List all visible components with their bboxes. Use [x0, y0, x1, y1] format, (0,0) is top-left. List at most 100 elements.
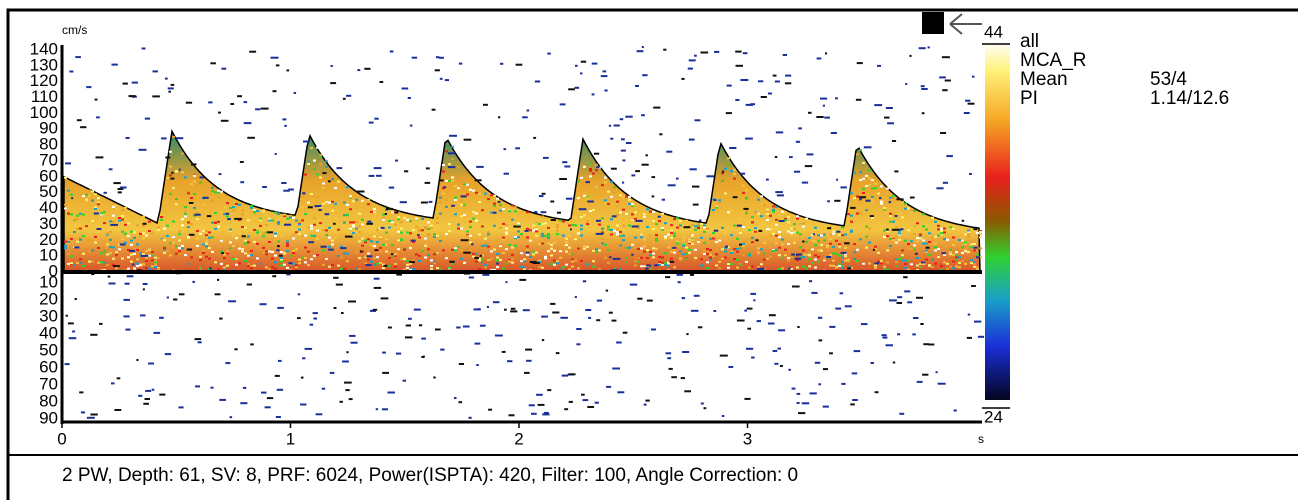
speckle	[205, 255, 208, 258]
speckle	[307, 264, 310, 266]
speckle	[670, 257, 673, 260]
speckle	[319, 222, 322, 225]
noise	[322, 172, 327, 175]
speckle	[325, 234, 328, 237]
noise	[522, 116, 528, 119]
speckle	[502, 251, 505, 254]
speckle	[382, 216, 385, 219]
speckle	[799, 227, 802, 229]
speckle	[436, 217, 439, 220]
noise	[388, 186, 395, 189]
speckle	[286, 266, 289, 269]
noise	[159, 393, 166, 396]
noise	[243, 122, 252, 125]
speckle	[565, 237, 568, 240]
noise	[300, 376, 304, 379]
speckle	[265, 231, 268, 234]
noise	[125, 328, 131, 331]
speckle	[343, 221, 346, 224]
marker-icon[interactable]	[922, 12, 944, 34]
noise	[75, 56, 81, 59]
speckle	[376, 262, 379, 265]
noise	[907, 301, 913, 304]
info-label: Mean	[1020, 69, 1068, 90]
speckle	[70, 193, 73, 196]
speckle	[538, 223, 541, 225]
noise	[276, 388, 284, 391]
noise	[293, 92, 297, 94]
speckle	[214, 227, 217, 230]
noise	[899, 412, 905, 415]
speckle	[895, 258, 898, 261]
noise	[482, 273, 490, 276]
noise	[195, 385, 200, 388]
noise	[745, 103, 753, 106]
speckle	[457, 245, 460, 248]
speckle	[541, 215, 544, 218]
speckle	[934, 220, 937, 223]
speckle	[232, 245, 235, 248]
noise	[240, 402, 248, 405]
speckle	[355, 198, 358, 201]
speckle	[895, 261, 898, 264]
speckle	[106, 232, 109, 235]
noise	[751, 356, 755, 359]
noise	[595, 232, 604, 235]
noise	[568, 88, 575, 91]
speckle	[760, 245, 763, 248]
speckle	[787, 257, 790, 259]
speckle	[529, 229, 532, 232]
speckle	[343, 252, 346, 255]
speckle	[115, 204, 118, 207]
speckle	[790, 231, 793, 234]
noise	[214, 293, 221, 296]
speckle	[694, 248, 697, 251]
noise	[284, 124, 287, 127]
noise	[896, 302, 902, 304]
speckle	[226, 241, 229, 244]
noise	[494, 334, 503, 337]
noise	[888, 201, 892, 204]
speckle	[589, 169, 592, 172]
speckle	[481, 209, 484, 212]
speckle	[523, 237, 526, 240]
speckle	[283, 215, 286, 217]
speckle	[871, 216, 874, 219]
noise	[646, 264, 652, 267]
noise	[346, 351, 349, 354]
speckle	[337, 264, 340, 267]
noise	[536, 393, 543, 396]
speckle	[742, 245, 745, 248]
noise	[320, 245, 327, 248]
speckle	[205, 234, 208, 237]
speckle	[472, 217, 475, 220]
noise	[753, 299, 756, 302]
speckle	[409, 247, 412, 250]
speckle	[160, 239, 163, 242]
speckle	[325, 201, 328, 204]
noise	[973, 246, 978, 249]
speckle	[172, 187, 175, 190]
speckle	[232, 258, 235, 261]
noise	[72, 330, 76, 333]
noise	[785, 74, 792, 77]
speckle	[427, 228, 430, 231]
noise	[559, 178, 567, 180]
arrow-icon[interactable]	[949, 13, 982, 35]
noise	[665, 276, 671, 279]
speckle	[880, 262, 883, 265]
noise	[889, 299, 897, 302]
noise	[921, 261, 925, 264]
speckle	[376, 256, 379, 259]
noise	[220, 119, 229, 122]
noise	[582, 280, 587, 283]
noise	[965, 99, 971, 102]
speckle	[829, 254, 832, 257]
speckle	[178, 239, 181, 242]
noise	[116, 377, 121, 380]
noise	[107, 275, 111, 278]
noise	[93, 212, 99, 215]
noise	[138, 148, 147, 151]
noise	[117, 188, 124, 190]
